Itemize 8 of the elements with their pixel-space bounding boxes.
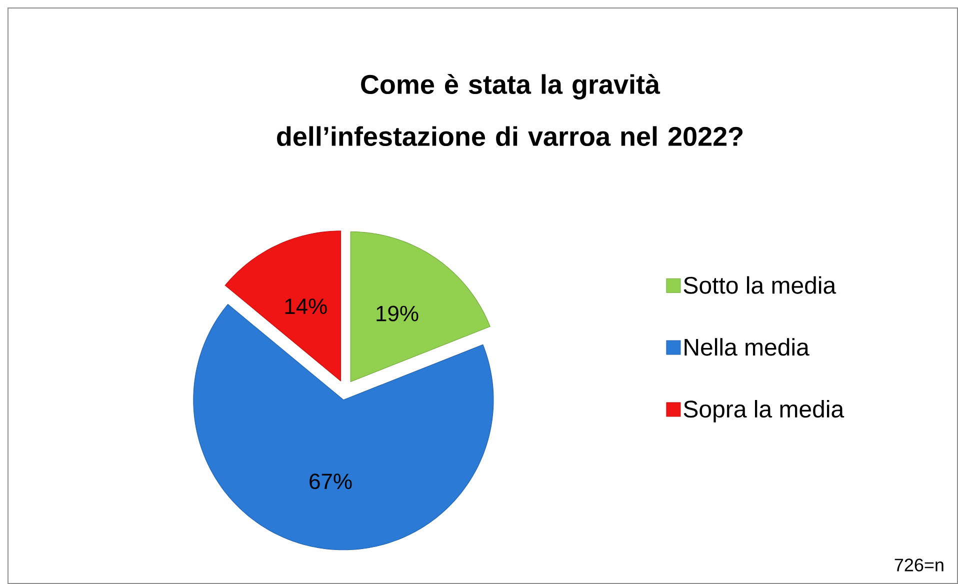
data-label: 19%	[376, 306, 418, 322]
data-label: 67%	[310, 474, 352, 490]
chart-title: Come è stata la gravità dell’infestazione di varroa nel 2022?	[277, 74, 743, 146]
text: 726=n	[894, 558, 944, 572]
legend-label: Nella media	[684, 338, 810, 356]
legend-label: Sotto la media	[684, 276, 836, 294]
legend-label: Sopra la media	[684, 400, 844, 422]
data-label: 14%	[285, 298, 327, 314]
